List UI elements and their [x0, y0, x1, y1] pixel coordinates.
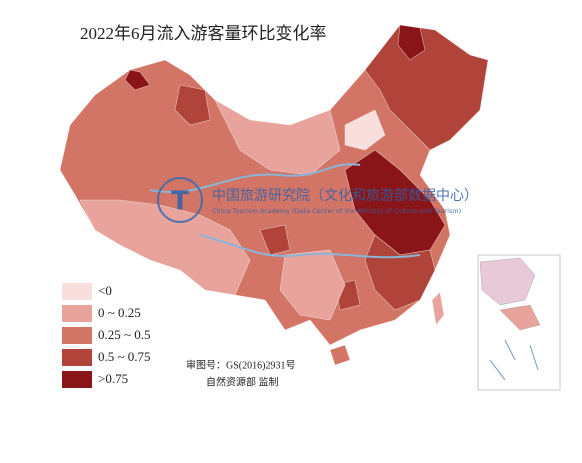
china-map — [59, 24, 489, 366]
region — [279, 249, 346, 321]
legend-label: >0.75 — [98, 371, 128, 386]
region — [124, 69, 151, 91]
region — [364, 24, 489, 151]
legend-label: 0 ~ 0.25 — [98, 305, 141, 320]
watermark-name: 中国旅游研究院（文化和旅游部数据中心） — [212, 188, 478, 204]
legend-label: 0.5 ~ 0.75 — [98, 349, 151, 364]
approval-number: 审图号：GS(2016)2931号 — [186, 358, 295, 371]
legend-swatch — [62, 283, 92, 300]
region — [79, 199, 251, 296]
region — [344, 149, 446, 256]
region — [214, 99, 341, 176]
legend-swatch — [62, 349, 92, 366]
legend-label: <0 — [98, 283, 112, 298]
supervisor: 自然资源部 监制 — [206, 375, 279, 388]
region — [174, 84, 211, 126]
region — [431, 291, 445, 326]
inset-map — [477, 254, 561, 391]
region — [329, 344, 351, 366]
region — [364, 234, 436, 311]
region — [259, 224, 291, 256]
region — [344, 109, 386, 151]
legend-swatch — [62, 305, 92, 322]
river — [199, 234, 421, 259]
river — [149, 163, 361, 194]
watermark: T 中国旅游研究院（文化和旅游部数据中心） China Tourism Acad… — [157, 177, 478, 223]
legend-label: 0.25 ~ 0.5 — [98, 327, 151, 342]
region — [397, 24, 426, 61]
legend-swatch — [62, 371, 92, 388]
legend: <0 0 ~ 0.25 0.25 ~ 0.5 0.5 ~ 0.75 >0.75 — [62, 283, 151, 388]
watermark-name-en: China Tourism Academy (Data Center of th… — [212, 207, 461, 215]
legend-swatch — [62, 327, 92, 344]
svg-text:T: T — [171, 187, 189, 217]
map-title: 2022年6月流入游客量环比变化率 — [80, 24, 327, 43]
